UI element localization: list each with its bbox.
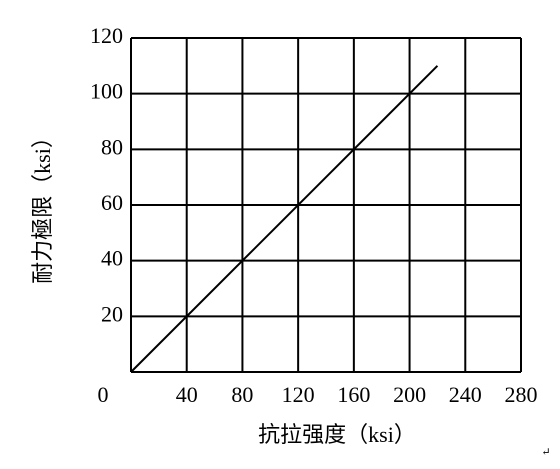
y-tick-label: 20 — [101, 301, 123, 326]
y-axis-label: 耐力極限（ksi） — [30, 126, 55, 284]
annotation: ↵ — [541, 447, 550, 459]
y-tick-label: 40 — [101, 246, 123, 271]
x-tick-label: 240 — [449, 382, 482, 407]
y-tick-label: 100 — [90, 79, 123, 104]
y-tick-label: 60 — [101, 190, 123, 215]
x-tick-label: 40 — [176, 382, 198, 407]
data-line — [130, 65, 439, 373]
x-axis-label: 抗拉强度（ksi） — [258, 422, 416, 447]
y-tick-label: 120 — [90, 23, 123, 48]
x-tick-label: 160 — [337, 382, 370, 407]
x-tick-label: 80 — [231, 382, 253, 407]
x-tick-label: 200 — [393, 382, 426, 407]
y-tick-label: 80 — [101, 134, 123, 159]
x-tick-label: 280 — [505, 382, 538, 407]
x-tick-label: 120 — [282, 382, 315, 407]
x-tick-label: 0 — [98, 382, 109, 407]
